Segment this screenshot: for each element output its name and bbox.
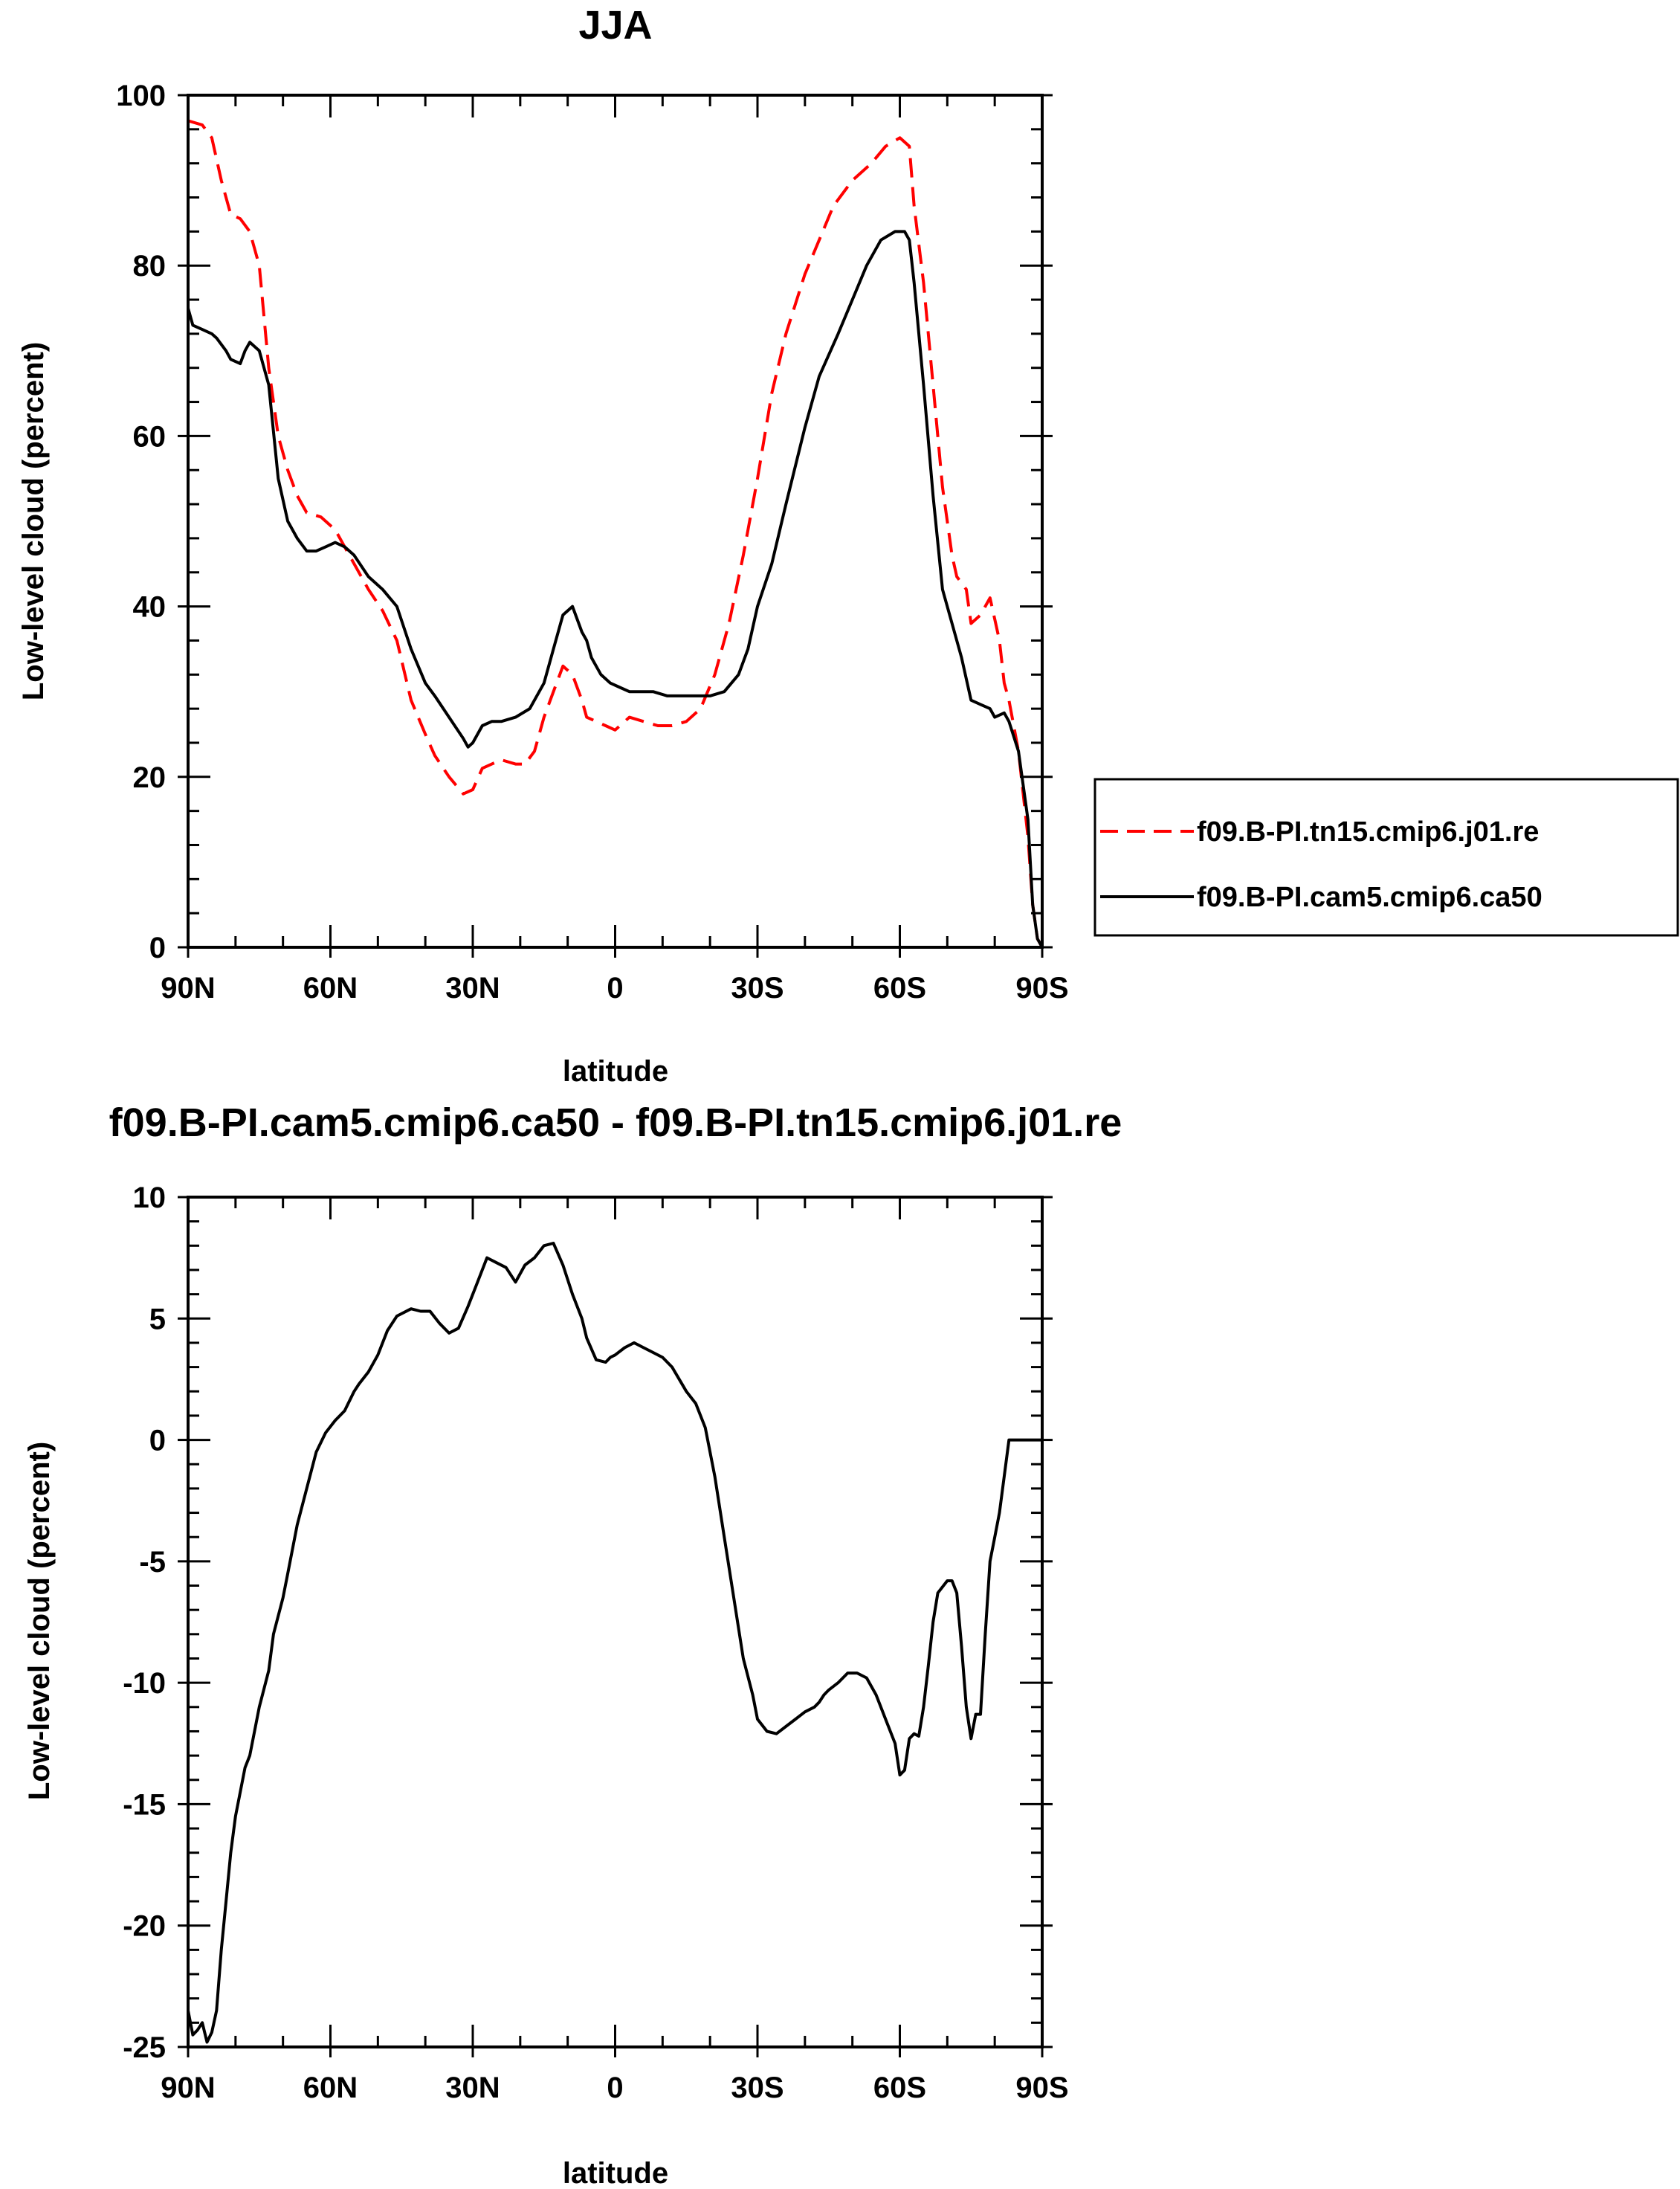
bottom-series-lines bbox=[187, 1242, 1042, 2044]
top-y-axis-label: Low-level cloud (percent) bbox=[17, 342, 50, 700]
bottom-y-tick-label: 5 bbox=[149, 1303, 166, 1335]
top-x-tick-label: 90N bbox=[161, 972, 215, 1005]
top-x-tick-label: 60S bbox=[873, 972, 926, 1005]
top-series-line-2 bbox=[187, 230, 1044, 948]
top-y-tick-label: 60 bbox=[133, 420, 167, 453]
top-panel: JJA 90N 60N 30N 0 30S 60S 90S 0 20 40 60 80 100 Low-… bbox=[17, 3, 1679, 1088]
top-y-tick-label: 40 bbox=[133, 591, 167, 624]
top-series-line-1 bbox=[187, 119, 1044, 948]
bottom-x-tick-label: 30N bbox=[445, 2072, 500, 2104]
legend-box bbox=[1093, 778, 1679, 937]
bottom-y-axis-label: Low-level cloud (percent) bbox=[23, 1442, 56, 1800]
bottom-y-tick-label: -25 bbox=[123, 2031, 166, 2064]
bottom-y-tick-label: -20 bbox=[123, 1910, 166, 1943]
bottom-x-tick-label: 90S bbox=[1015, 2072, 1068, 2104]
top-plot-frame bbox=[187, 94, 1044, 949]
top-y-tick-label: 20 bbox=[133, 761, 167, 794]
bottom-x-tick-label: 60S bbox=[873, 2072, 926, 2104]
bottom-y-tick-label: -10 bbox=[123, 1667, 166, 1700]
top-chart-title: JJA bbox=[578, 3, 652, 48]
top-y-tick-label: 0 bbox=[149, 932, 166, 964]
top-x-tick-label: 30N bbox=[445, 972, 500, 1005]
bottom-x-tick-label: 30S bbox=[731, 2072, 784, 2104]
legend: f09.B-PI.tn15.cmip6.j01.re f09.B-PI.cam5… bbox=[1093, 778, 1679, 937]
bottom-chart-title: f09.B-PI.cam5.cmip6.ca50 - f09.B-PI.tn15… bbox=[109, 1100, 1122, 1145]
legend-label-series-2: f09.B-PI.cam5.cmip6.ca50 bbox=[1197, 882, 1542, 913]
top-x-tick-label: 30S bbox=[731, 972, 784, 1005]
top-y-tick-label: 80 bbox=[133, 250, 167, 283]
bottom-y-tick-label: -15 bbox=[123, 1788, 166, 1821]
bottom-x-axis-label: latitude bbox=[563, 2157, 668, 2189]
bottom-x-tick-label: 0 bbox=[607, 2072, 623, 2104]
top-x-tick-label: 0 bbox=[607, 972, 623, 1005]
bottom-x-tick-label: 60N bbox=[303, 2072, 358, 2104]
top-x-tick-label: 90S bbox=[1015, 972, 1068, 1005]
top-series-lines bbox=[187, 119, 1044, 948]
bottom-axis-ticks: 90N 60N 30N 0 30S 60S 90S -25 -20 -15 -10 -5 0 5 10 bbox=[123, 1181, 1068, 2104]
bottom-plot-frame bbox=[187, 1196, 1044, 2048]
top-axis-ticks: 90N 60N 30N 0 30S 60S 90S 0 20 40 60 80 100 bbox=[116, 80, 1068, 1005]
bottom-x-tick-label: 90N bbox=[161, 2072, 215, 2104]
top-x-axis-label: latitude bbox=[563, 1055, 668, 1088]
bottom-series-line-1 bbox=[187, 1242, 1042, 2044]
bottom-y-tick-label: -5 bbox=[139, 1546, 166, 1579]
top-y-tick-label: 100 bbox=[116, 80, 166, 112]
bottom-panel: f09.B-PI.cam5.cmip6.ca50 - f09.B-PI.tn15… bbox=[23, 1100, 1122, 2189]
top-x-tick-label: 60N bbox=[303, 972, 358, 1005]
legend-label-series-1: f09.B-PI.tn15.cmip6.j01.re bbox=[1197, 816, 1539, 848]
bottom-y-tick-label: 0 bbox=[149, 1425, 166, 1457]
bottom-y-tick-label: 10 bbox=[133, 1181, 167, 1214]
